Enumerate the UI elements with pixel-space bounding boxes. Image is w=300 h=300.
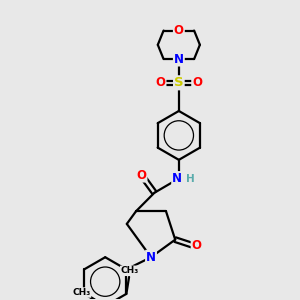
Text: O: O (174, 24, 184, 37)
Text: N: N (172, 172, 182, 185)
Text: O: O (155, 76, 166, 89)
Text: CH₃: CH₃ (72, 288, 91, 297)
Text: CH₃: CH₃ (121, 266, 139, 275)
Text: N: N (146, 251, 156, 264)
Text: O: O (192, 76, 202, 89)
Text: N: N (174, 52, 184, 66)
Text: O: O (136, 169, 146, 182)
Text: S: S (174, 76, 184, 89)
Text: H: H (186, 173, 195, 184)
Text: O: O (192, 239, 202, 252)
